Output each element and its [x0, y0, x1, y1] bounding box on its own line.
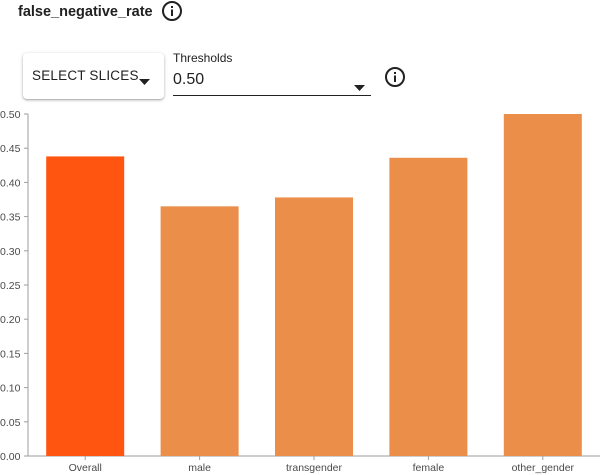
y-tick-label: 0.30 [0, 246, 21, 258]
y-tick-label: 0.15 [0, 348, 21, 360]
y-tick-label: 0.20 [0, 314, 21, 326]
x-tick-label: transgender [286, 462, 343, 474]
bar-male [160, 206, 239, 456]
bar-transgender [275, 197, 353, 456]
thresholds-info-icon[interactable] [384, 66, 406, 88]
metric-header: false_negative_rate [18, 0, 182, 24]
x-tick-label: Overall [69, 462, 102, 474]
threshold-value: 0.50 [173, 71, 205, 88]
thresholds-field: Thresholds 0.50 [173, 50, 371, 96]
select-slices-button[interactable]: SELECT SLICES [23, 53, 164, 99]
bar-overall [46, 156, 125, 456]
x-tick-label: female [413, 462, 445, 474]
y-tick-label: 0.40 [0, 177, 21, 189]
info-icon[interactable] [161, 0, 183, 22]
x-tick-label: male [188, 462, 211, 474]
caret-down-icon [139, 72, 150, 90]
y-tick-label: 0.35 [0, 212, 21, 224]
caret-down-icon [354, 78, 365, 96]
y-tick-label: 0.10 [0, 383, 21, 395]
y-tick-label: 0.25 [0, 280, 21, 292]
y-tick-label: 0.50 [0, 109, 21, 121]
bar-female [389, 157, 468, 456]
y-tick-label: 0.00 [0, 451, 21, 463]
bar-other-gender [503, 114, 582, 456]
select-slices-label: SELECT SLICES [32, 68, 139, 83]
thresholds-label: Thresholds [173, 51, 233, 65]
y-tick-label: 0.05 [0, 417, 21, 429]
y-tick-label: 0.45 [0, 143, 21, 155]
x-tick-label: other_gender [512, 462, 575, 474]
thresholds-select[interactable]: 0.50 [173, 68, 371, 96]
metric-title: false_negative_rate [18, 4, 153, 20]
